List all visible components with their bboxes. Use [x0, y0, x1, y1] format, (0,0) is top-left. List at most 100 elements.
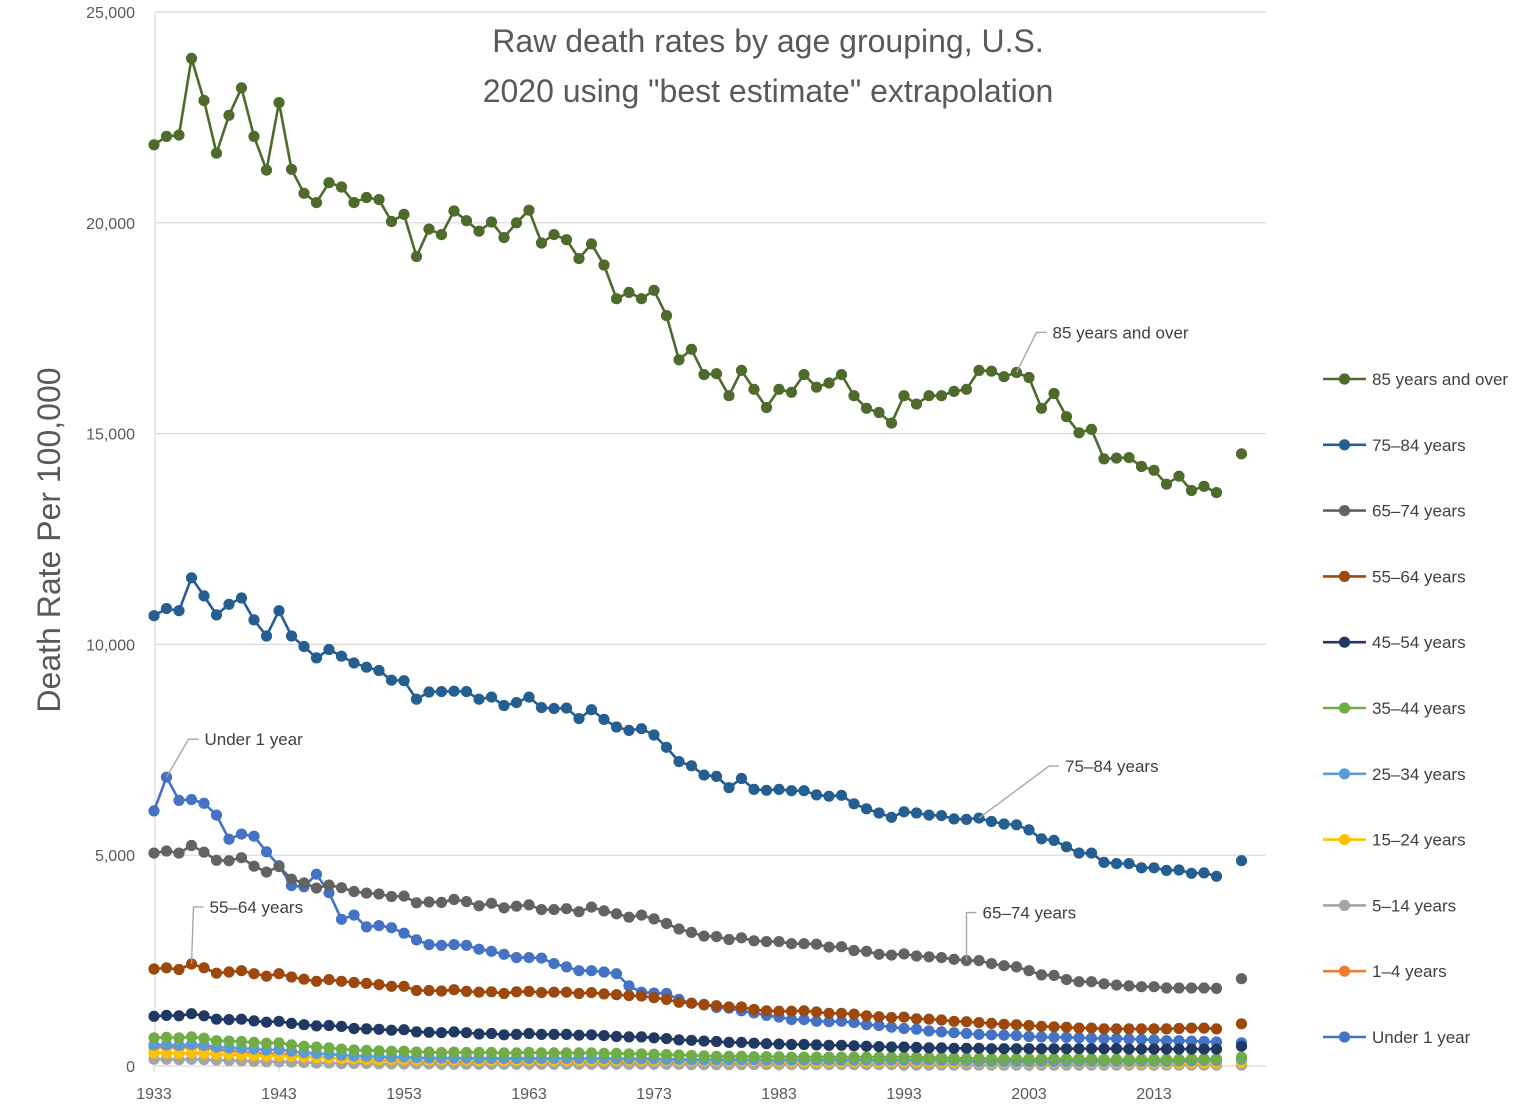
data-point-35-44-years-1990: [860, 1051, 873, 1063]
data-point-35-44-years-1966: [560, 1047, 573, 1059]
legend-item: 35–44 years: [1323, 699, 1466, 718]
data-point-under-1-year-1949: [348, 909, 360, 921]
data-point-85-years-and-over-1935: [173, 129, 185, 141]
data-point-under-1-year-2012: [1135, 1033, 1148, 1045]
data-point-45-54-years-1995: [923, 1042, 935, 1054]
data-point-under-1-year-1991: [873, 1019, 885, 1032]
data-point-75-84-years-1984: [785, 785, 798, 797]
y-tick-label: 5,000: [95, 848, 135, 865]
data-point-85-years-and-over-1958: [460, 215, 473, 227]
data-point-75-84-years-1954: [410, 693, 423, 705]
data-point-55-64-years-1946: [310, 975, 323, 987]
annotation-under-1-year: Under 1 year: [165, 730, 303, 778]
legend-swatch-marker: [1338, 373, 1351, 385]
data-point-75-84-years-1981: [748, 783, 760, 796]
data-point-45-54-years-1963: [523, 1027, 535, 1040]
data-point-45-54-years-1994: [910, 1041, 923, 1053]
data-point-35-44-years-1933: [148, 1032, 160, 1044]
data-point-65-74-years-2013: [1148, 981, 1160, 993]
data-point-45-54-years-1941: [248, 1015, 260, 1027]
data-point-55-64-years-2014: [1160, 1023, 1173, 1035]
data-point-65-74-years-1975: [673, 923, 685, 935]
data-point-85-years-and-over-2006: [1060, 411, 1073, 423]
data-point-45-54-years-1933: [148, 1010, 160, 1022]
series-group: [148, 52, 1248, 1071]
data-point-45-54-years-1945: [298, 1019, 310, 1031]
data-point-55-64-years-1999: [973, 1017, 985, 1029]
data-point-45-54-years-1987: [823, 1039, 835, 1051]
data-point-85-years-and-over-2000: [985, 365, 998, 377]
data-point-35-44-years-1941: [248, 1036, 260, 1048]
data-point-15-24-years-1936: [185, 1047, 198, 1059]
data-point-85-years-and-over-1959: [473, 225, 485, 237]
data-point-85-years-and-over-2017: [1198, 480, 1210, 492]
data-point-45-54-years-1940: [235, 1013, 248, 1025]
legend-swatch-marker: [1338, 636, 1351, 648]
data-point-55-64-years-2009: [1098, 1023, 1110, 1035]
data-point-85-years-and-over-1951: [373, 194, 385, 206]
data-point-75-84-years-1941: [248, 614, 260, 626]
legend-label: 65–74 years: [1372, 502, 1466, 521]
data-point-65-74-years-1946: [310, 882, 323, 894]
data-point-85-years-and-over-1961: [498, 232, 510, 244]
data-point-45-54-years-2004: [1035, 1043, 1048, 1055]
data-point-65-74-years-1954: [410, 897, 423, 909]
data-point-55-64-years-1978: [710, 1000, 723, 1012]
data-point-75-84-years-1939: [223, 598, 235, 610]
data-point-85-years-and-over-2014: [1160, 478, 1173, 490]
data-point-45-54-years-1988: [835, 1039, 848, 1051]
data-point-55-64-years-1960: [485, 986, 498, 998]
data-point-65-74-years-1957: [448, 893, 460, 906]
data-point-35-44-years-1935: [173, 1032, 185, 1044]
data-point-55-64-years-1958: [460, 985, 473, 998]
data-point-under-1-year-1941: [248, 830, 260, 842]
data-point-55-64-years-1953: [398, 980, 410, 992]
data-point-65-74-years-1955: [423, 896, 435, 908]
data-point-35-44-years-1998: [960, 1052, 973, 1064]
data-point-65-74-years-2012: [1135, 981, 1148, 993]
data-point-65-74-years-1936: [185, 839, 198, 852]
data-point-35-44-years-2007: [1073, 1053, 1085, 1065]
data-point-55-64-years-1962: [510, 986, 523, 998]
chart-title-line-1: Raw death rates by age grouping, U.S.: [492, 23, 1043, 59]
data-point-85-years-and-over-1983: [773, 383, 785, 395]
data-point-55-64-years-1971: [623, 990, 635, 1002]
x-tick-label: 1993: [886, 1086, 922, 1103]
data-point-55-64-years-1972: [635, 990, 648, 1002]
data-point-35-44-years-1957: [448, 1046, 460, 1058]
data-point-45-54-years-1973: [648, 1032, 660, 1044]
data-point-15-24-years-1937: [198, 1047, 210, 1059]
legend-label: 55–64 years: [1372, 567, 1466, 586]
data-point-45-54-years-1939: [223, 1014, 235, 1026]
data-point-under-1-year-1997: [948, 1027, 960, 1039]
data-point-45-54-years-2013: [1148, 1043, 1160, 1055]
data-point-35-44-years-1976: [685, 1049, 698, 1062]
axes: [154, 12, 1266, 1067]
data-point-55-64-years-1980: [735, 1001, 748, 1013]
data-point-65-74-years-1973: [648, 913, 660, 925]
data-point-85-years-and-over-1994: [910, 398, 923, 410]
data-point-35-44-years-2009: [1098, 1053, 1110, 1065]
data-point-65-74-years-1992: [885, 949, 898, 961]
data-point-85-years-and-over-1985: [798, 369, 810, 381]
data-point-55-64-years-1956: [435, 985, 448, 997]
data-point-45-54-years-1967: [573, 1029, 585, 1041]
data-point-45-54-years-1935: [173, 1010, 185, 1022]
data-point-45-54-years-1965: [548, 1028, 560, 1040]
data-point-65-74-years-1958: [460, 896, 473, 908]
data-point-65-74-years-1976: [685, 926, 698, 939]
data-point-65-74-years-1990: [860, 945, 873, 957]
data-point-45-54-years-1936: [185, 1008, 198, 1020]
data-point-85-years-and-over-2001: [998, 371, 1010, 383]
data-point-75-84-years-2008: [1085, 847, 1098, 859]
data-point-55-64-years-1969: [598, 988, 610, 1000]
data-point-under-1-year-2001: [998, 1029, 1010, 1041]
data-point-65-74-years-1966: [560, 903, 573, 915]
data-point-85-years-and-over-2013: [1148, 464, 1160, 476]
data-point-under-1-year-1995: [923, 1025, 935, 1037]
annotation-leader-line: [1015, 331, 1047, 373]
data-point-35-44-years-1989: [848, 1051, 860, 1063]
data-point-35-44-years-1979: [723, 1050, 735, 1062]
data-point-45-54-years-2009: [1098, 1043, 1110, 1055]
